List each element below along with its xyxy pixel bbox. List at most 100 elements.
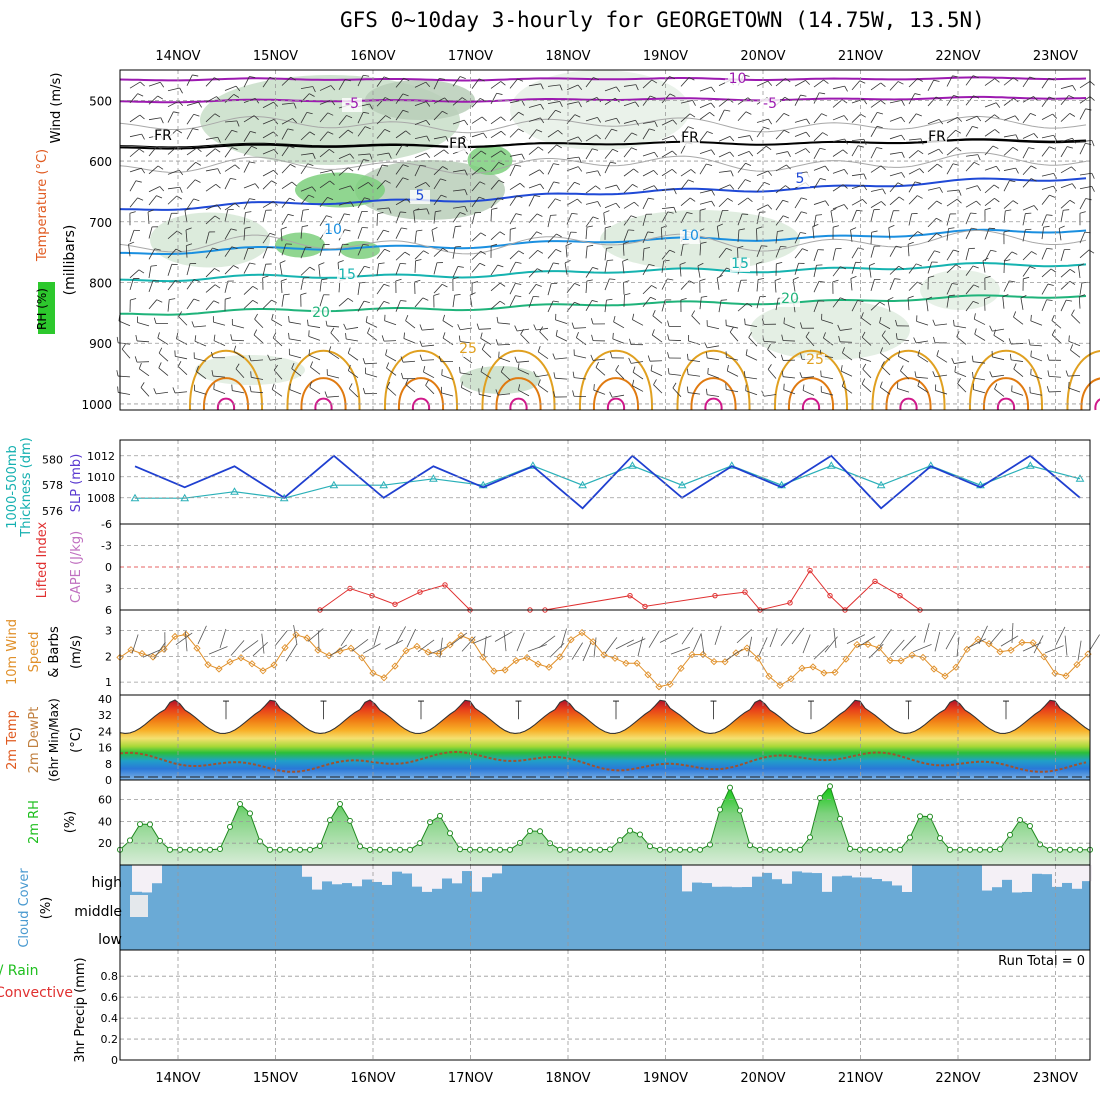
wind-barb: [927, 96, 937, 107]
wind-barb: [870, 188, 883, 192]
wind-barb-flag: [984, 275, 991, 279]
rh-marker: [407, 846, 413, 853]
wind-barb-flag: [917, 231, 924, 235]
temp-contour-25: [481, 349, 556, 411]
wind-barb-flag: [1030, 314, 1032, 321]
wind10-barb: [516, 632, 525, 652]
wind-barb-flag: [534, 195, 541, 198]
rh-marker: [897, 846, 903, 853]
wind10-barb: [384, 639, 403, 650]
wind-barb-flag: [157, 165, 164, 170]
wind-barb-flag: [882, 188, 886, 195]
wind-barb: [186, 128, 194, 140]
wind-barb: [433, 166, 443, 176]
chart-title: GFS 0~10day 3-hourly for GEORGETOWN (14.…: [340, 8, 985, 32]
wind-barb: [376, 213, 378, 226]
cloud-high-gap: [902, 865, 912, 892]
wind-barb-flag: [369, 103, 373, 110]
wind-barb: [794, 211, 802, 223]
wind-barb-flag: [706, 388, 708, 395]
wind-barb: [946, 249, 954, 261]
wind-barb-flag: [521, 153, 525, 160]
contour-label: -5: [345, 96, 359, 112]
wind-barb: [726, 325, 739, 329]
wind-speed-marker: [578, 628, 586, 637]
rh-marker: [597, 846, 603, 853]
wind10-barb: [736, 628, 752, 644]
wind-barb-flag: [871, 230, 878, 233]
temp-tick: 16: [98, 742, 112, 755]
wind-barb-flag: [536, 231, 543, 235]
wind-barb: [148, 299, 158, 310]
wind-speed-marker: [358, 654, 366, 662]
date-label-top: 17NOV: [448, 49, 493, 64]
wind-barb-flag: [457, 324, 461, 330]
wind-barb: [148, 195, 157, 206]
wind-barb-flag: [749, 135, 753, 142]
wind-barb-flag: [820, 178, 827, 181]
wind10-barb: [593, 637, 597, 658]
wind-barb-flag: [900, 116, 906, 123]
wind-barb-flag: [767, 204, 773, 210]
wind-barb-flag: [856, 209, 863, 212]
wind-barb-flag: [1069, 268, 1076, 273]
wind-barb-flag: [559, 84, 563, 91]
wind-barb: [957, 383, 967, 393]
wind-barb-flag: [689, 197, 696, 202]
wind-barb-flag: [631, 132, 638, 136]
wind-barb-flag: [1013, 311, 1017, 318]
wind-speed-marker: [1007, 646, 1015, 654]
wind10-barb: [802, 634, 811, 654]
wind-barb-flag: [653, 170, 659, 176]
wind-barb: [737, 302, 748, 312]
contour-label-bg: [730, 258, 750, 272]
wind-barb-flag: [745, 162, 752, 167]
wind-barb: [235, 368, 245, 379]
wind-barb: [148, 95, 158, 105]
wind-barb: [357, 282, 361, 295]
wind-barb: [680, 113, 691, 123]
wind-barb: [992, 374, 1005, 378]
wind-barb-flag: [787, 151, 791, 158]
wind-barb-flag: [574, 282, 581, 287]
wind-barb: [802, 390, 815, 396]
wind-barb-flag: [785, 185, 791, 190]
wind-speed-marker: [809, 663, 817, 671]
wind-barb-flag: [279, 260, 286, 264]
wind-barb: [490, 93, 497, 105]
wind-barb: [737, 179, 746, 190]
cloud-high-gap: [412, 865, 422, 887]
pressure-tick-label: 900: [89, 337, 112, 351]
wind-barb-flag: [381, 335, 385, 342]
wind-barb-flag: [837, 324, 841, 331]
wind-barb-flag: [673, 188, 677, 195]
wind-barb: [281, 145, 290, 157]
wind-barb-flag: [455, 225, 462, 227]
wind-barb: [813, 79, 824, 88]
wind-barb-flag: [1069, 113, 1076, 117]
wind-barb-flag: [1050, 268, 1057, 273]
wind10-tick: 1: [105, 676, 112, 689]
wind-barb-flag: [362, 358, 366, 364]
wind-barb-flag: [574, 181, 581, 185]
wind-barb-flag: [1023, 276, 1030, 280]
wind-barb-flag: [328, 346, 332, 353]
wind-barb-flag: [116, 370, 119, 377]
wind-barb: [1060, 113, 1071, 122]
wind-barb: [946, 213, 951, 226]
wind-barb: [718, 109, 725, 121]
wind-barb: [661, 76, 670, 87]
wind-barb-flag: [840, 365, 843, 372]
wind-barb: [205, 113, 216, 123]
wind-barb: [327, 395, 340, 398]
wind-barb: [414, 260, 416, 273]
wind-barb: [946, 163, 954, 175]
wind-speed-marker: [666, 680, 674, 688]
wind-barb: [471, 262, 481, 273]
wind-barb: [889, 151, 902, 155]
wind-barb-flag: [691, 310, 696, 316]
wind-barb: [547, 283, 552, 296]
wind-barb: [623, 168, 634, 177]
wind-barb-flag: [433, 293, 440, 296]
wind-barb: [604, 248, 607, 261]
